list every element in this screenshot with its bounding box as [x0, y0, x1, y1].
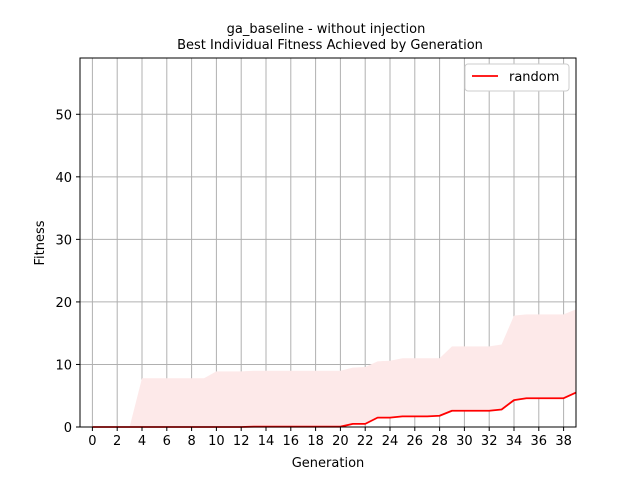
y-tick-label: 50 [55, 108, 72, 123]
x-tick-label: 32 [481, 434, 498, 449]
x-tick-label: 30 [456, 434, 473, 449]
series-band [92, 309, 577, 427]
axis-ticks: 0 2 4 6 8 10 12 14 16 18 20 22 24 26 28 30 32 34 36 3801020… [55, 108, 571, 449]
x-tick-label: 8 [187, 434, 195, 449]
x-tick-label: 0 [88, 434, 96, 449]
x-tick-label: 14 [258, 434, 275, 449]
y-axis-label: Fitness [33, 220, 48, 265]
y-tick-label: 20 [55, 296, 72, 311]
x-tick-label: 12 [233, 434, 250, 449]
x-tick-label: 18 [307, 434, 324, 449]
x-tick-label: 22 [357, 434, 374, 449]
plot-frame [79, 57, 577, 428]
x-tick-label: 6 [163, 434, 171, 449]
x-tick-label: 16 [283, 434, 300, 449]
chart-title: ga_baseline - without injection [227, 22, 426, 37]
x-tick-label: 10 [208, 434, 225, 449]
legend-label-random: random [509, 70, 559, 85]
x-tick-label: 20 [332, 434, 349, 449]
y-tick-label: 30 [55, 233, 72, 248]
y-tick-label: 0 [64, 421, 72, 436]
x-tick-label: 38 [555, 434, 572, 449]
x-tick-label: 36 [531, 434, 548, 449]
legend-box [464, 63, 570, 92]
x-tick-label: 34 [506, 434, 523, 449]
chart-subtitle: Best Individual Fitness Achieved by Gene… [177, 38, 483, 53]
x-tick-label: 24 [382, 434, 399, 449]
series-band-random [92, 309, 577, 427]
x-tick-label: 4 [138, 434, 146, 449]
x-axis-label: Generation [292, 456, 365, 471]
x-tick-label: 26 [407, 434, 424, 449]
x-tick-label: 28 [431, 434, 448, 449]
y-tick-label: 40 [55, 171, 72, 186]
x-tick-label: 2 [113, 434, 121, 449]
legend: random [464, 63, 570, 92]
y-tick-label: 10 [55, 358, 72, 373]
